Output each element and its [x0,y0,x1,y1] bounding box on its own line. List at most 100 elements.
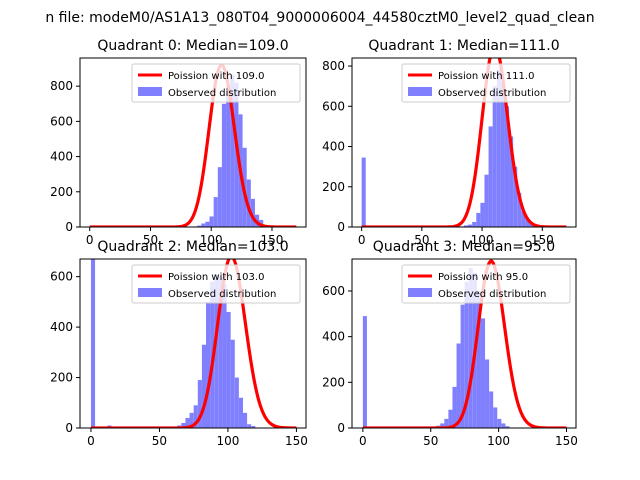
y-tick-label: 600 [322,284,345,298]
hist-bar [464,281,469,428]
y-tick-label: 600 [322,99,345,113]
hist-bar [496,70,501,227]
hist-bar [501,423,506,428]
hist-bar [497,418,502,428]
x-tick-label: 0 [87,434,95,448]
hist-bar [206,301,211,428]
x-tick-label: 0 [86,233,94,247]
hist-bar [214,274,219,428]
figure-suptitle: n file: modeM0/AS1A13_080T04_9000006004_… [45,10,594,26]
x-tick-label: 0 [358,233,366,247]
hist-bar [464,225,469,227]
hist-bar [362,316,367,428]
legend-patch-swatch [408,87,432,96]
axes-frame [79,57,307,228]
hist-bar [247,424,252,428]
x-tick-label: 100 [200,233,223,247]
hist-bar [476,290,481,428]
legend-patch-swatch [138,288,162,297]
hist-bar [250,198,255,227]
x-tick-label: 150 [531,233,554,247]
panel-title: Quadrant 0: Median=109.0 [97,38,288,54]
y-tick-label: 600 [50,270,73,284]
x-tick-label: 100 [487,434,510,448]
y-tick-label: 200 [322,375,345,389]
hist-bar [444,418,449,428]
legend-label-observed: Observed distribution [438,289,546,300]
hist-bar [226,311,231,428]
hist-bar [193,405,198,428]
hist-bar [529,223,534,227]
legend-box [131,63,301,103]
x-tick-label: 50 [143,233,158,247]
hist-bar [480,202,485,227]
y-tick-label: 200 [322,180,345,194]
hist-bar [185,417,190,428]
poisson-fit-line [90,259,297,428]
plot-area [90,259,297,428]
poisson-fit-line [362,259,567,428]
hist-bar [521,210,526,227]
legend: Poission with 103.0 Observed distribution [131,264,301,304]
chart-panel-3: 0 50 100 150 0 200 400 600 Poission with 95.0 Obs… [322,239,578,448]
hist-bar [525,218,530,227]
panel-title: Quadrant 3: Median=95.0 [373,239,555,255]
hist-bar [488,126,493,227]
hist-bar [480,318,486,428]
legend-patch-swatch [408,288,432,297]
x-tick-label: 150 [261,233,284,247]
hist-bar [201,223,206,227]
y-tick-label: 400 [50,150,73,164]
legend: Poission with 95.0 Observed distribution [401,264,571,304]
hist-bar [234,377,239,428]
hist-bar [468,224,473,227]
y-tick-label: 400 [322,330,345,344]
legend-label-observed: Observed distribution [168,289,276,300]
hist-bar [209,216,214,227]
hist-bar [234,82,239,227]
hist-bar [221,103,227,227]
y-tick-label: 400 [50,320,73,334]
y-tick-label: 0 [337,220,345,234]
hist-bar [361,157,366,227]
legend: Poission with 111.0 Observed distribution [401,63,571,103]
x-tick-label: 50 [414,233,429,247]
y-tick-label: 0 [65,421,73,435]
y-tick-label: 0 [337,421,345,435]
legend-label-fit: Poission with 111.0 [438,71,534,82]
legend-box [131,264,301,304]
axes-frame [79,258,307,429]
hist-bar [197,225,202,227]
panel-title: Quadrant 2: Median=103.0 [97,239,288,255]
hist-bar [217,167,222,227]
poisson-fit-line [361,58,567,227]
legend-label-observed: Observed distribution [438,88,546,99]
hist-bar [517,192,522,227]
hist-bar [448,409,453,428]
x-tick-label: 0 [359,434,367,448]
hist-bar [472,221,477,227]
plot-area [89,63,297,227]
x-tick-label: 150 [285,434,308,448]
hist-bar [489,391,494,428]
hist-bar [189,412,194,428]
x-tick-label: 100 [216,434,239,448]
chart-panel-2: 0 50 100 150 0 200 400 600 Poission with 103.0 Ob… [50,239,308,448]
hist-bar [230,75,235,227]
hist-bar [222,284,227,428]
x-tick-label: 150 [555,434,578,448]
hist-bar [197,380,202,428]
chart-panel-1: 0 50 100 150 0 200 400 600 800 Poission with 111.… [322,38,577,247]
hist-bar [509,136,514,227]
hist-bar [500,82,505,227]
hist-bar [452,386,457,428]
hist-bar [468,268,473,428]
hist-bar [205,221,210,227]
panel-title: Quadrant 1: Median=111.0 [368,38,559,54]
poisson-fit-line [89,63,297,227]
x-tick-label: 50 [423,434,438,448]
hist-bar [493,407,498,428]
hist-bar [476,212,481,227]
hist-bar [440,423,445,428]
hist-bar [492,86,497,227]
